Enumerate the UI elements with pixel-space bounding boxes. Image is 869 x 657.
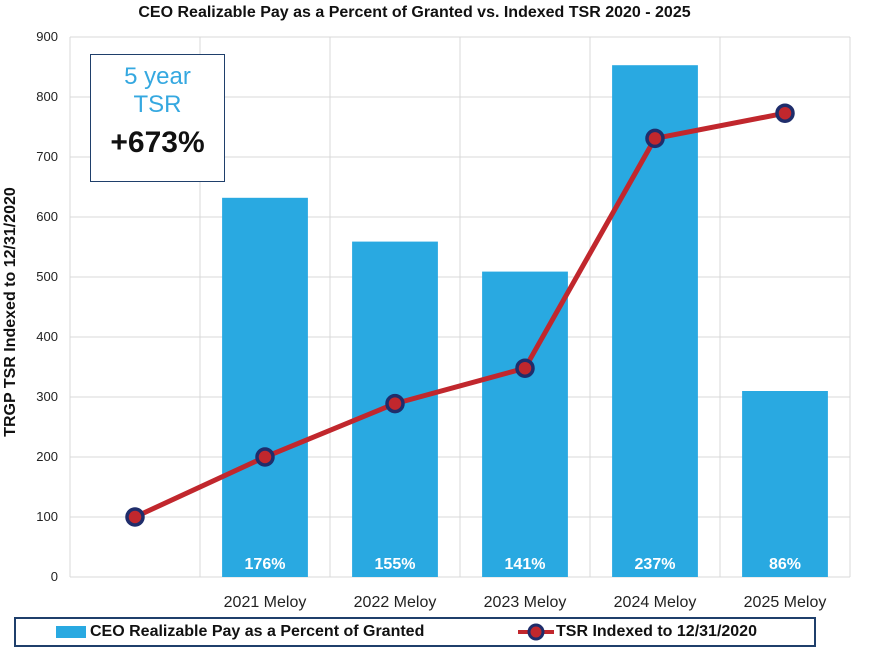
y-tick-label: 500	[36, 269, 58, 284]
bar-series	[222, 65, 828, 578]
bar-data-labels: 176% 155% 141% 237% 86%	[245, 556, 801, 573]
y-axis-label: TRGP TSR Indexed to 12/31/2020	[2, 187, 19, 437]
bar-data-label: 237%	[635, 556, 676, 573]
x-axis-ticks: 2021 Meloy 2022 Meloy 2023 Meloy 2024 Meloy…	[224, 594, 827, 611]
bar-data-label: 176%	[245, 556, 286, 573]
legend-label-pay: CEO Realizable Pay as a Percent of Grant…	[90, 623, 425, 640]
legend-item-tsr: TSR Indexed to 12/31/2020	[518, 623, 757, 641]
x-tick-label: 2021 Meloy	[224, 594, 307, 611]
tsr-point	[125, 507, 145, 527]
tsr-line	[133, 110, 786, 520]
x-tick-label: 2025 Meloy	[744, 594, 827, 611]
tsr-line-series	[125, 103, 795, 527]
y-tick-label: 600	[36, 209, 58, 224]
y-tick-label: 900	[36, 29, 58, 44]
y-tick-label: 400	[36, 329, 58, 344]
x-tick-label: 2022 Meloy	[354, 594, 437, 611]
bar-data-label: 86%	[769, 556, 801, 573]
y-tick-label: 300	[36, 389, 58, 404]
bar	[742, 391, 828, 577]
chart-title: CEO Realizable Pay as a Percent of Grant…	[138, 4, 691, 21]
tsr-point	[645, 128, 665, 149]
tsr-callout-value: +673%	[110, 126, 205, 159]
y-tick-label: 100	[36, 509, 58, 524]
tsr-point	[255, 447, 275, 467]
bar-data-label: 155%	[375, 556, 416, 573]
tsr-callout-box: 5 year TSR +673%	[90, 54, 225, 182]
legend-label-tsr: TSR Indexed to 12/31/2020	[556, 623, 757, 641]
tsr-callout-line1: 5 year	[124, 63, 191, 90]
x-tick-label: 2024 Meloy	[614, 594, 697, 611]
legend-item-pay: CEO Realizable Pay as a Percent of Grant…	[56, 623, 424, 641]
chart-plot: 176% 155% 141% 237% 86% 0 100 200 300 400 500 600 7…	[2, 29, 851, 611]
x-tick-label: 2023 Meloy	[484, 594, 567, 611]
y-tick-label: 800	[36, 89, 58, 104]
y-tick-label: 200	[36, 449, 58, 464]
bar-data-label: 141%	[505, 556, 546, 573]
y-axis-ticks: 0 100 200 300 400 500 600 700 800 900	[36, 29, 58, 584]
tsr-callout-line2: TSR	[133, 91, 182, 118]
y-tick-label: 700	[36, 149, 58, 164]
legend-swatch-line	[518, 623, 554, 641]
tsr-point	[775, 103, 795, 123]
chart-legend: CEO Realizable Pay as a Percent of Grant…	[14, 617, 816, 647]
bar	[612, 65, 698, 577]
legend-swatch-bar	[56, 625, 86, 638]
tsr-point	[385, 393, 405, 414]
tsr-point	[515, 358, 535, 378]
y-tick-label: 0	[51, 569, 58, 584]
bar	[222, 197, 308, 578]
